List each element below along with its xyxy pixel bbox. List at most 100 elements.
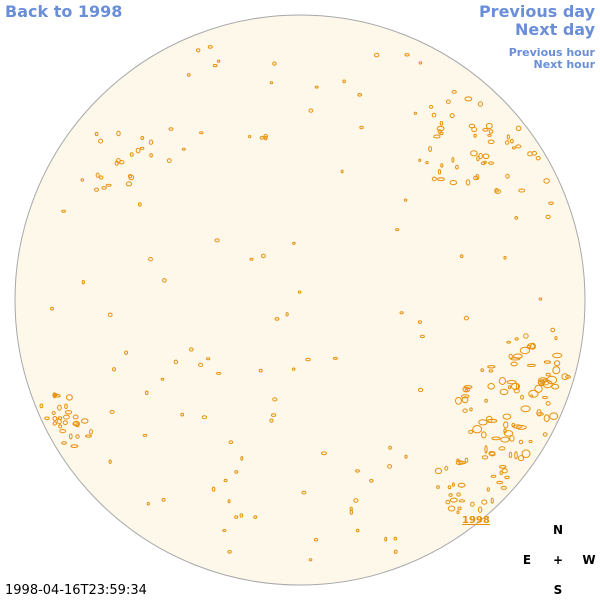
contour [52,416,58,421]
previous-day-link[interactable]: Previous day [479,2,596,21]
contour [469,407,473,412]
contour [313,538,319,542]
contour [551,383,560,390]
contour [98,138,104,144]
contour [269,81,273,85]
disk-year-link[interactable]: 1998 [462,515,490,526]
contour [504,475,510,480]
contour [520,394,524,400]
contour [543,178,550,184]
contour [99,175,104,180]
contour [216,59,221,63]
contour [357,93,363,97]
next-hour-link[interactable]: Next hour [534,58,596,71]
contour [520,405,531,413]
contour [144,390,149,396]
contour [285,312,289,317]
contour [173,359,179,365]
contour [482,153,490,160]
contour [503,255,507,260]
compass-center: + [553,553,563,567]
contour [259,135,264,140]
contour [404,53,410,57]
contour [477,101,483,107]
contour [439,121,444,126]
contour [534,384,543,393]
contour [470,150,478,157]
contour [503,430,514,437]
previous-hour-link[interactable]: Previous hour [509,46,596,59]
contour [64,410,73,415]
contour [161,497,166,502]
compass-east: E [523,553,531,567]
contour [108,459,112,464]
contour [513,388,520,394]
contour [404,454,408,459]
contour [457,482,466,488]
contour [545,372,551,377]
contour [449,497,458,503]
contour [543,360,552,364]
contour [384,536,388,542]
contour [455,396,462,405]
contour [464,96,473,102]
contour [72,414,79,420]
contour [196,48,201,53]
contour [417,320,422,324]
contour [473,133,477,138]
contour [477,506,483,513]
contour [545,214,551,220]
compass-north: N [553,523,563,537]
contour [527,363,536,367]
contour [498,446,506,451]
contour [80,418,89,424]
contour [468,429,474,434]
contour [464,457,469,463]
contour [546,375,558,385]
contour [553,360,561,367]
contour [478,152,483,160]
contour [459,254,464,259]
contour [464,388,469,392]
contour [538,379,545,387]
contour [418,158,422,163]
back-link[interactable]: Back to 1998 [5,2,122,21]
contour [57,416,63,420]
contour [271,413,277,417]
contour [463,385,473,389]
contour [314,85,319,89]
contour [70,444,79,449]
contour [124,350,129,355]
contour [239,513,244,518]
contour [116,130,121,137]
contour [355,528,360,533]
contour [456,510,460,515]
contour [506,380,517,385]
contour [393,549,398,554]
contour [528,389,539,398]
contour [387,464,393,469]
contour [94,187,99,192]
contour [487,139,495,145]
contour [503,421,509,429]
contour [62,420,68,426]
contour [135,147,141,154]
contour [260,253,266,259]
contour [419,334,425,339]
next-day-link[interactable]: Next day [515,20,596,39]
contour [44,416,50,421]
contour [480,161,486,166]
contour [429,104,434,109]
contour [61,209,66,213]
contour [399,311,404,315]
contour [451,157,455,163]
contour [508,385,511,390]
contour [536,409,542,417]
contour [519,346,531,355]
contour [64,403,68,410]
contour [502,413,512,420]
contour [128,174,133,179]
contour [269,418,274,423]
